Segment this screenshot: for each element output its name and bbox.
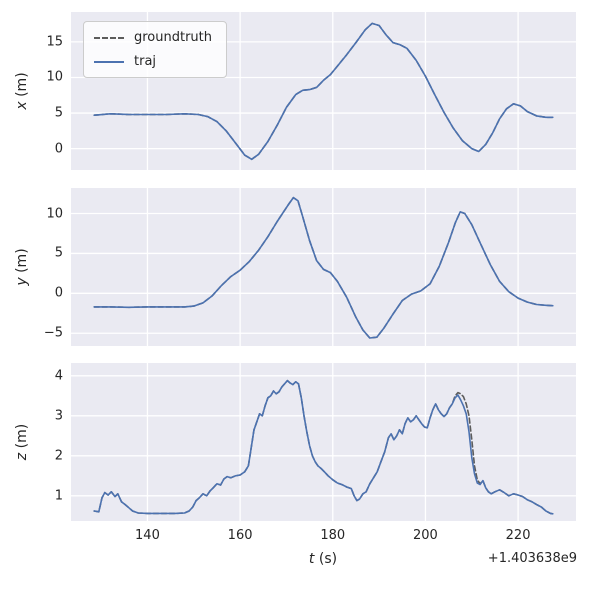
legend-item-traj: traj xyxy=(94,54,212,69)
x-axis-label: t (s) xyxy=(308,551,338,567)
y-tick-label: −5 xyxy=(43,325,63,341)
y-tick-label: 1 xyxy=(54,488,63,504)
z-plot-svg xyxy=(71,363,576,521)
y-tick-label: 0 xyxy=(54,285,63,301)
subplot-x: groundtruth traj 0 5 10 15 xyxy=(46,12,576,170)
traj-line xyxy=(93,379,554,515)
x-tick-label: 200 xyxy=(413,528,438,543)
groundtruth-line xyxy=(93,196,554,339)
subplot-z: 1 2 3 4 140 160 180 200 220 xyxy=(55,363,576,543)
x-tick-label: 180 xyxy=(320,528,346,543)
y-axis-label-y: y (m) xyxy=(14,248,30,286)
y-tick-label: 4 xyxy=(54,368,63,384)
x-axis-offset-text: +1.403638e9 xyxy=(487,551,577,566)
y-tick-label: 10 xyxy=(46,69,63,85)
legend: groundtruth traj xyxy=(83,21,228,78)
x-tick-label: 140 xyxy=(135,528,160,543)
y-axis-label-z: z (m) xyxy=(14,423,30,461)
groundtruth-line xyxy=(93,379,554,515)
y-tick-label: 3 xyxy=(54,408,63,424)
legend-label-groundtruth: groundtruth xyxy=(134,30,213,45)
y-tick-label: 10 xyxy=(46,206,63,222)
x-tick-label: 160 xyxy=(227,528,253,543)
y-plot-svg xyxy=(71,188,576,346)
groundtruth-line-sample-icon xyxy=(94,36,124,39)
y-tick-label: 15 xyxy=(46,34,63,50)
legend-label-traj: traj xyxy=(134,54,157,69)
legend-item-groundtruth: groundtruth xyxy=(94,30,212,45)
y-tick-label: 5 xyxy=(54,245,63,261)
traj-line-sample-icon xyxy=(94,60,124,63)
y-axis-label-x: x (m) xyxy=(14,72,30,110)
y-tick-label: 2 xyxy=(54,448,63,464)
traj-line xyxy=(93,196,554,339)
x-tick-label: 220 xyxy=(505,528,531,543)
traj-line xyxy=(93,22,554,161)
y-tick-label: 0 xyxy=(54,141,63,157)
subplot-y: −5 0 5 10 xyxy=(44,188,576,346)
y-tick-label: 5 xyxy=(54,105,63,121)
x-plot-svg xyxy=(71,12,576,170)
